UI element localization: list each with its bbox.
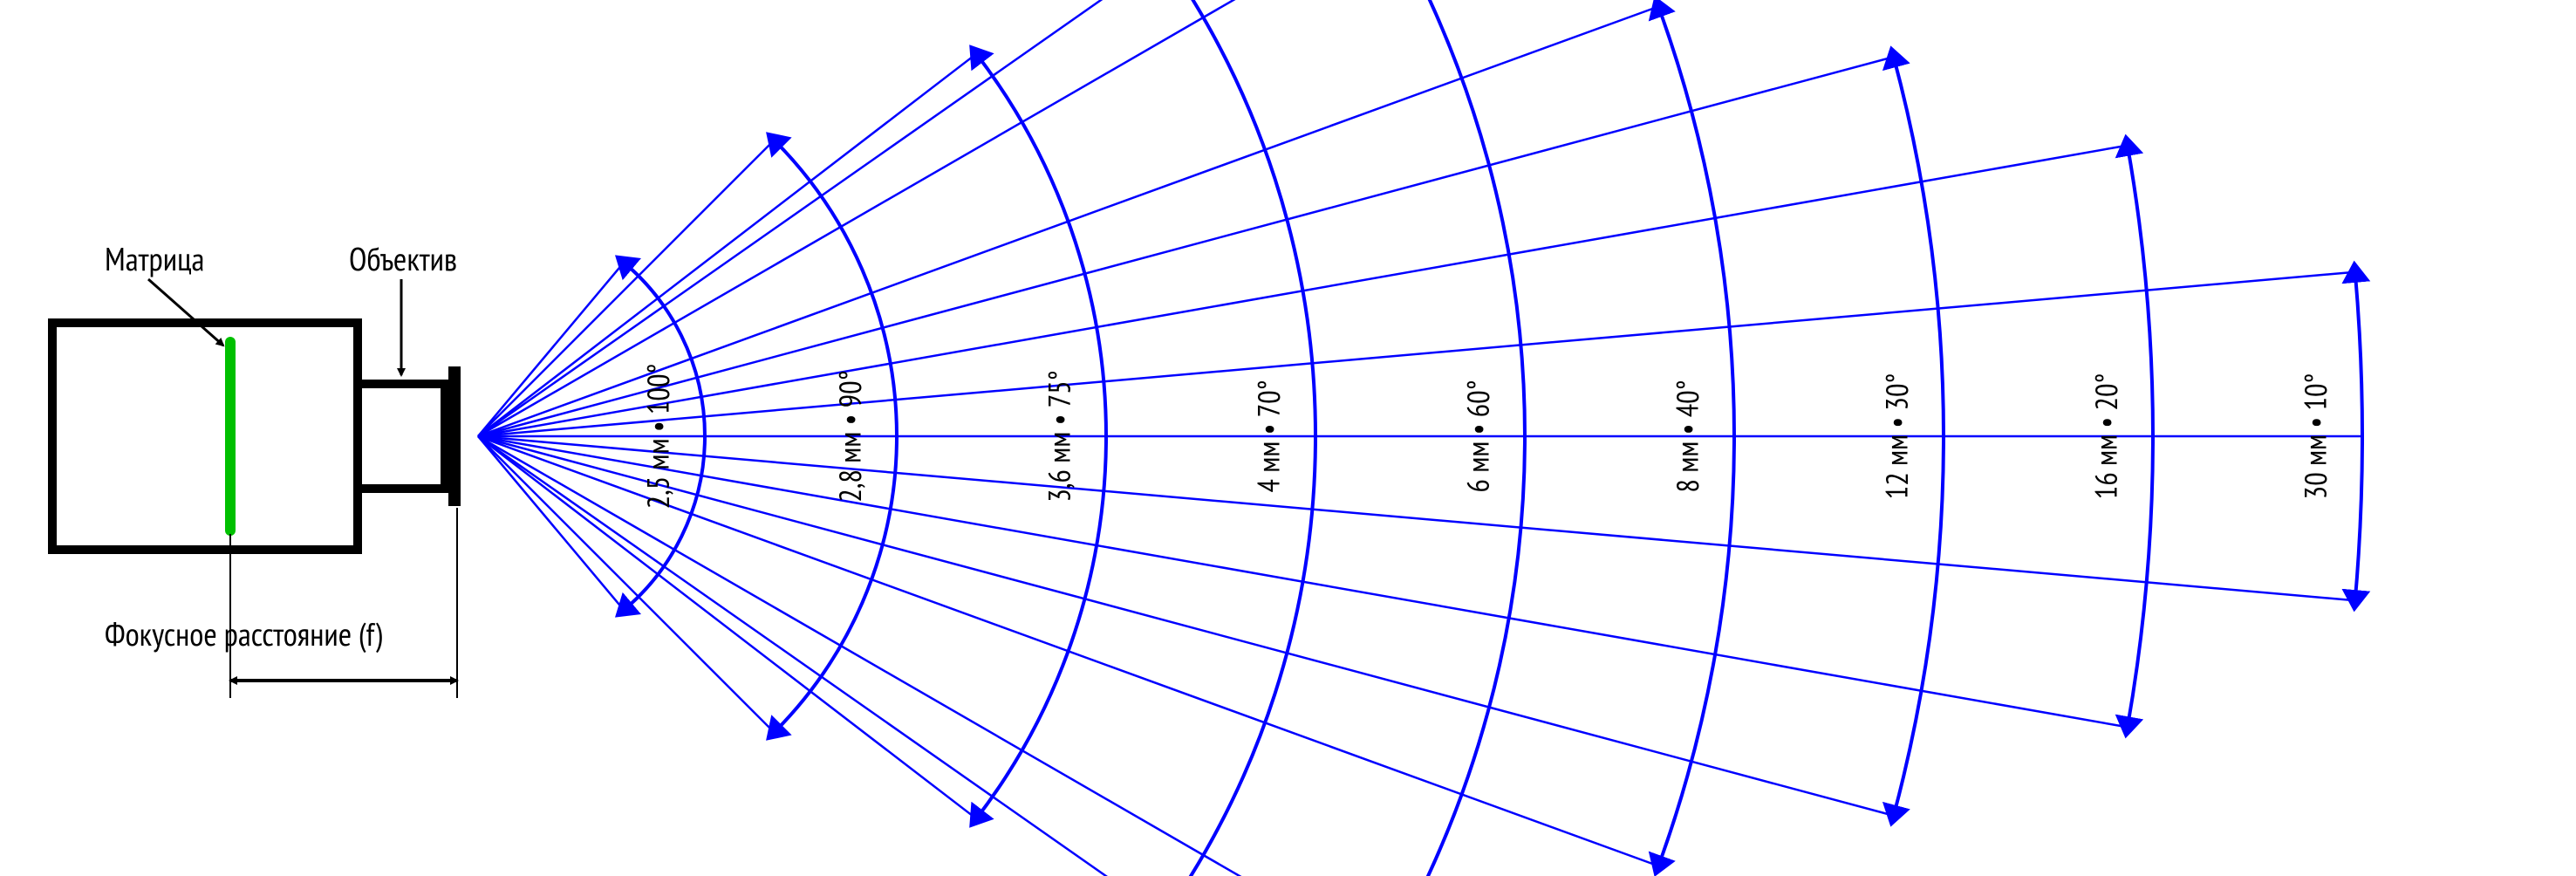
- fan-arc-label: 2,8 мм • 90°: [830, 370, 870, 502]
- fan-ray: [478, 0, 1384, 436]
- fan-arc-label: 12 мм • 30°: [1877, 373, 1917, 500]
- camera-lens-front: [448, 366, 461, 506]
- fan-arc: [1164, 0, 1315, 876]
- fan-rays: [478, 0, 2362, 876]
- fan-ray: [478, 436, 1384, 876]
- fan-arc-label: 30 мм • 10°: [2296, 373, 2335, 500]
- camera-lens: [358, 384, 445, 489]
- matrix-pointer: [148, 279, 223, 346]
- fan-arc-label: 2,5 мм • 100°: [639, 364, 678, 510]
- fan-arc-label: 3,6 мм • 75°: [1040, 370, 1079, 502]
- focal-length-diagram: Матрица Объектив Фокусное расстояние (f) 2,…: [0, 0, 2576, 876]
- fan-ray: [478, 436, 2355, 600]
- fan-ray: [478, 436, 976, 818]
- fan-arc-label: 6 мм • 60°: [1459, 380, 1498, 492]
- fan-ray: [478, 57, 1894, 436]
- lens-label: Объектив: [349, 238, 457, 280]
- fan-arc-label: 8 мм • 40°: [1668, 380, 1707, 492]
- fan-ray: [478, 272, 2355, 436]
- matrix-label: Матрица: [105, 238, 204, 280]
- focal-length-label: Фокусное расстояние (f): [105, 613, 382, 655]
- fan-arc: [1384, 0, 1525, 876]
- camera-body: [52, 323, 358, 550]
- fan-ray: [478, 54, 976, 436]
- fan-arc-label: 4 мм • 70°: [1249, 380, 1288, 492]
- fan-arc-label: 16 мм • 20°: [2087, 373, 2126, 500]
